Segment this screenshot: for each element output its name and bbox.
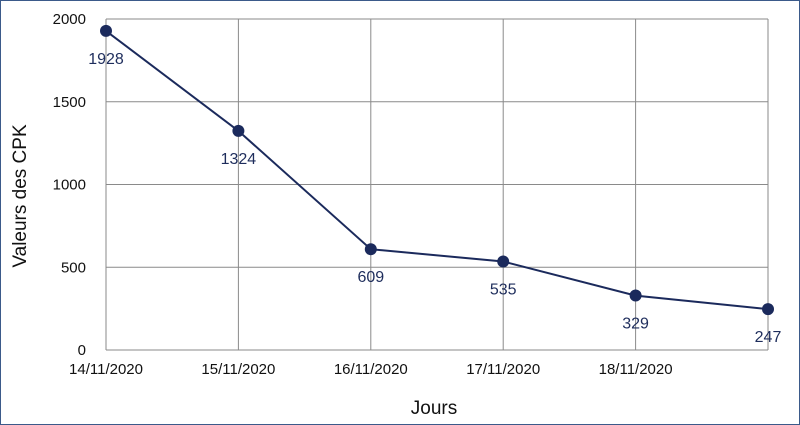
x-tick-label: 16/11/2020 xyxy=(334,361,408,378)
x-tick-label: 17/11/2020 xyxy=(466,361,540,378)
data-point xyxy=(497,255,510,268)
y-tick-label: 0 xyxy=(78,342,86,359)
data-labels: 1928 1324 609 535 329 247 xyxy=(88,51,781,346)
y-tick-label: 1000 xyxy=(53,177,86,194)
x-tick-label: 18/11/2020 xyxy=(599,361,673,378)
data-point xyxy=(364,243,377,256)
y-tick-label: 2000 xyxy=(53,11,86,28)
data-point xyxy=(762,303,774,316)
data-label: 247 xyxy=(755,329,782,346)
x-tick-label: 15/11/2020 xyxy=(201,361,275,378)
data-label: 1928 xyxy=(88,51,124,68)
data-point xyxy=(100,24,112,37)
y-axis-title: Valeurs des CPK xyxy=(10,124,31,268)
x-axis-ticks: 14/11/2020 15/11/2020 16/11/2020 17/11/2020… xyxy=(69,361,673,378)
data-point xyxy=(629,289,642,302)
gridlines xyxy=(105,18,769,351)
data-point xyxy=(232,124,245,137)
x-axis-title: Jours xyxy=(411,398,457,419)
x-tick-label: 14/11/2020 xyxy=(69,361,143,378)
y-tick-label: 1500 xyxy=(53,94,86,111)
series xyxy=(100,24,774,316)
data-label: 329 xyxy=(622,316,649,333)
data-label: 535 xyxy=(490,281,517,298)
y-axis-ticks: 0 500 1000 1500 2000 xyxy=(53,11,86,359)
data-label: 1324 xyxy=(221,151,257,168)
y-tick-label: 500 xyxy=(61,259,86,276)
series-line xyxy=(105,30,769,311)
data-label: 609 xyxy=(357,269,384,286)
